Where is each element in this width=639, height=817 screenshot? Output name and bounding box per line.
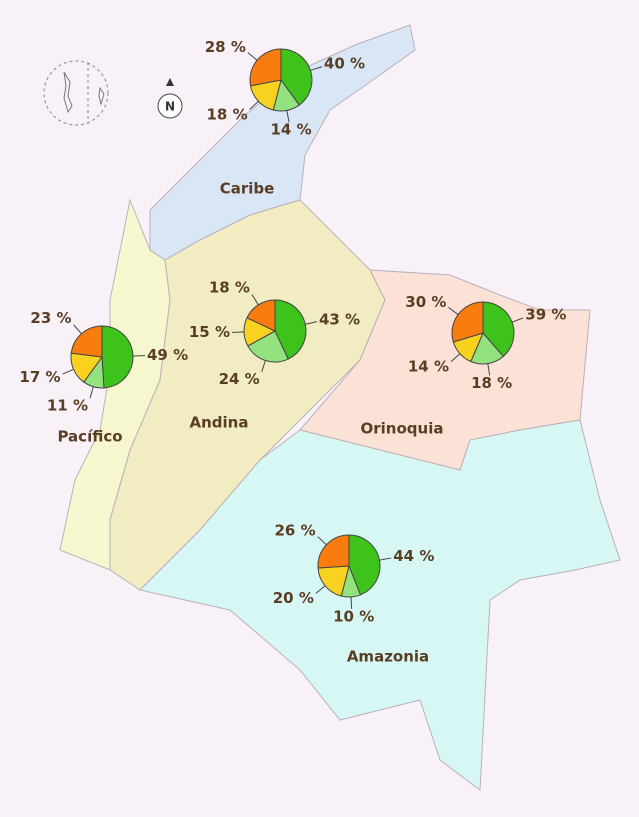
pie-slice (348, 534, 381, 596)
leader-line (261, 360, 266, 373)
inset-island (63, 71, 73, 114)
pie-slice (317, 534, 350, 569)
north-pointer (166, 78, 174, 86)
leader-line (249, 100, 259, 110)
pie-slice (101, 325, 134, 389)
region-name: Amazonia (347, 648, 429, 666)
pie-slice (451, 301, 484, 343)
region-name: Caribe (220, 180, 275, 198)
pie-slice (249, 48, 282, 87)
leader-line (379, 557, 392, 561)
value-label: 24 % (219, 370, 260, 388)
leader-line (73, 324, 82, 335)
leader-line (286, 110, 290, 123)
value-label: 39 % (525, 306, 566, 324)
value-label: 14 % (270, 121, 311, 139)
leader-line (487, 363, 491, 376)
value-label: 17 % (19, 368, 60, 386)
value-label: 40 % (324, 55, 365, 73)
value-label: 28 % (205, 38, 246, 56)
region-name: Pacífico (57, 428, 122, 446)
regions (59, 24, 621, 791)
value-label: 44 % (393, 547, 434, 565)
leader-line (305, 321, 318, 325)
value-label: 18 % (207, 105, 248, 123)
pie-slice (280, 48, 313, 106)
north-label: N (165, 100, 175, 114)
region-andina (109, 199, 386, 591)
leader-line (317, 536, 327, 546)
leader-line (448, 306, 459, 315)
leader-line (251, 294, 259, 306)
inset-circle (43, 60, 109, 126)
pie-slice (482, 301, 515, 358)
value-label: 15 % (189, 323, 230, 341)
pie-slice (247, 330, 289, 363)
leader-line (350, 596, 353, 609)
pie-slice (317, 565, 350, 597)
pie-slice (70, 325, 103, 358)
leader-line (315, 585, 326, 594)
region-amazonia (139, 419, 621, 791)
region-name: Orinoquia (361, 420, 444, 438)
value-label: 10 % (333, 607, 374, 625)
value-label: 49 % (147, 346, 188, 364)
inset-map (43, 60, 109, 126)
value-label: 20 % (273, 589, 314, 607)
value-label: 18 % (209, 278, 250, 296)
north-circle (157, 93, 183, 119)
value-label: 23 % (30, 309, 71, 327)
value-label: 43 % (319, 310, 360, 328)
leader-line (310, 66, 323, 71)
leader-line (450, 353, 461, 363)
leader-line (511, 317, 524, 323)
leader-line (89, 386, 94, 399)
value-label: 26 % (275, 522, 316, 540)
north-arrow: N (157, 78, 183, 119)
value-label: 18 % (471, 374, 512, 392)
leader-line (62, 368, 74, 375)
value-label: 11 % (47, 396, 88, 414)
value-label: 14 % (408, 358, 449, 376)
pie-slice (274, 299, 307, 360)
region-name: Andina (190, 414, 249, 432)
pies: 40 % 14 % 18 % 28 % Caribe 43 % 24 % 15 % 18 % An… (19, 38, 566, 666)
inset-island (98, 86, 105, 106)
leader-line (247, 52, 258, 61)
value-label: 30 % (405, 293, 446, 311)
